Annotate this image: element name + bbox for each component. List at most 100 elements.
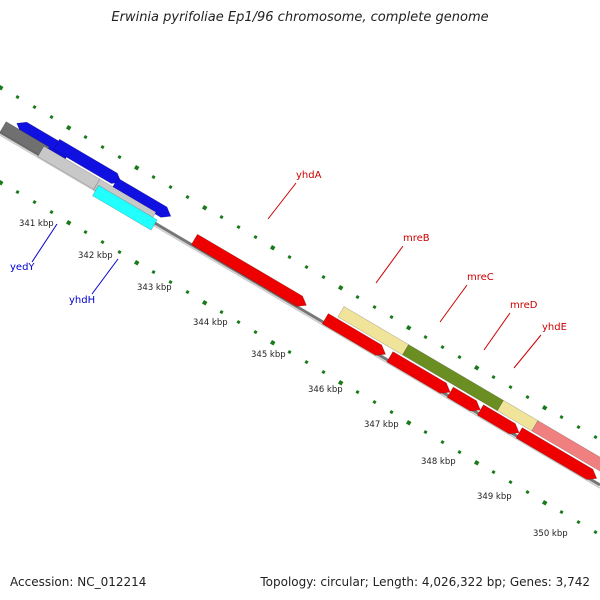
gc-dot-outer: [15, 95, 20, 100]
gc-dot-inner: [491, 470, 496, 475]
tick-label: 345 kbp: [251, 350, 286, 360]
gc-dot-outer: [185, 195, 190, 200]
tick-label: 348 kbp: [421, 457, 456, 467]
gc-dot-inner: [236, 320, 241, 325]
gene-arrow: [321, 313, 387, 356]
gc-dot-inner: [440, 440, 445, 445]
gc-dot-outer: [100, 145, 105, 150]
gc-dot-outer: [269, 245, 276, 251]
callout-line: [375, 245, 404, 284]
gc-dot-outer: [321, 275, 326, 280]
gc-dot-outer: [219, 215, 224, 220]
gc-dot-outer: [133, 165, 140, 171]
gc-dot-outer: [117, 155, 122, 160]
gc-dot-outer: [576, 425, 581, 430]
gene-arrow-yhdE: [531, 420, 600, 472]
gc-dot-outer: [508, 385, 513, 390]
gc-dot-inner: [457, 450, 462, 455]
map-title: Erwinia pyrifoliae Ep1/96 chromosome, co…: [111, 10, 489, 25]
gc-dot-outer: [440, 345, 445, 350]
gene-arrow: [386, 351, 451, 394]
gc-dot-outer: [423, 335, 428, 340]
gene-callouts: yedY yhdH yhdA mreB mreC mreD yhdE: [10, 170, 567, 369]
gc-dot-outer: [253, 235, 258, 240]
gc-dot-inner: [49, 210, 54, 215]
gc-dot-inner: [219, 310, 224, 315]
gc-dot-outer: [151, 175, 156, 180]
gc-dot-inner: [559, 510, 564, 515]
callout-line: [513, 334, 542, 369]
gene-arrow: [476, 404, 520, 435]
gene-arrow: [92, 184, 158, 231]
gc-dot-inner: [168, 280, 173, 285]
gc-dot-inner: [423, 430, 428, 435]
tick-label: 342 kbp: [78, 251, 113, 261]
gene-label-yhdH: yhdH: [69, 295, 95, 306]
gc-dot-inner: [287, 350, 292, 355]
gc-dot-inner: [576, 520, 581, 525]
gc-dot-outer: [491, 375, 496, 380]
gc-dot-inner: [405, 420, 412, 426]
gene-label-mreD: mreD: [510, 300, 538, 311]
gc-dot-inner: [473, 460, 480, 466]
tick-label: 350 kbp: [533, 529, 568, 539]
gc-dot-outer: [559, 415, 564, 420]
gc-dot-outer: [83, 135, 88, 140]
gc-dot-outer: [337, 285, 344, 291]
gc-dot-inner: [541, 500, 548, 506]
tick-label: 343 kbp: [137, 283, 172, 293]
callout-line: [31, 223, 58, 263]
gc-dot-inner: [133, 260, 140, 266]
gc-dot-inner: [15, 190, 20, 195]
gc-dot-outer: [201, 205, 208, 211]
topology-label: Topology: circular; Length: 4,026,322 bp…: [260, 575, 590, 589]
gc-dot-outer: [372, 305, 377, 310]
gc-dot-inner: [269, 340, 276, 346]
gene-label-mreC: mreC: [467, 272, 494, 283]
backbone-inner: [0, 134, 600, 489]
gc-dot-outer: [287, 255, 292, 260]
gc-dot-inner: [100, 240, 105, 245]
tick-label: 341 kbp: [19, 219, 54, 229]
tick-labels: 341 kbp 342 kbp 343 kbp 344 kbp 345 kbp 346 k…: [19, 219, 568, 539]
gc-dot-inner: [508, 480, 513, 485]
gene-features: [0, 121, 600, 480]
callout-line: [91, 258, 119, 295]
gc-dot-inner: [355, 390, 360, 395]
gc-dot-outer: [473, 365, 480, 371]
gene-arrow-yhdA: [190, 233, 307, 307]
gc-dot-inner: [525, 490, 530, 495]
callout-line: [439, 284, 468, 323]
gc-dot-inner: [117, 250, 122, 255]
gc-dot-inner: [389, 410, 394, 415]
gc-dot-outer: [525, 395, 530, 400]
gc-dot-outer: [593, 435, 598, 440]
gc-dot-outer: [389, 315, 394, 320]
gc-dot-inner: [253, 330, 258, 335]
gene-arrow: [515, 427, 598, 480]
gc-dot-inner: [32, 200, 37, 205]
gc-dot-inner: [83, 230, 88, 235]
tick-label: 349 kbp: [477, 492, 512, 502]
gene-label-yhdA: yhdA: [296, 170, 322, 181]
tick-label: 346 kbp: [308, 385, 343, 395]
gene-label-mreB: mreB: [403, 233, 430, 244]
gc-dot-inner: [0, 180, 4, 186]
gc-dot-outer: [405, 325, 412, 331]
accession-label: Accession: NC_012214: [10, 575, 147, 589]
gc-dot-inner: [593, 530, 598, 535]
gene-label-yedY: yedY: [10, 262, 35, 273]
gc-dot-outer: [168, 185, 173, 190]
gc-dot-inner: [321, 370, 326, 375]
tick-label: 344 kbp: [193, 318, 228, 328]
gc-dot-outer: [0, 85, 4, 91]
gc-dot-outer: [65, 125, 72, 131]
callout-line: [483, 312, 511, 351]
gc-dot-outer: [236, 225, 241, 230]
gc-dot-inner: [185, 290, 190, 295]
gc-dot-outer: [457, 355, 462, 360]
gene-arrow: [446, 386, 481, 412]
gc-dot-outer: [541, 405, 548, 411]
gc-dot-inner: [304, 360, 309, 365]
